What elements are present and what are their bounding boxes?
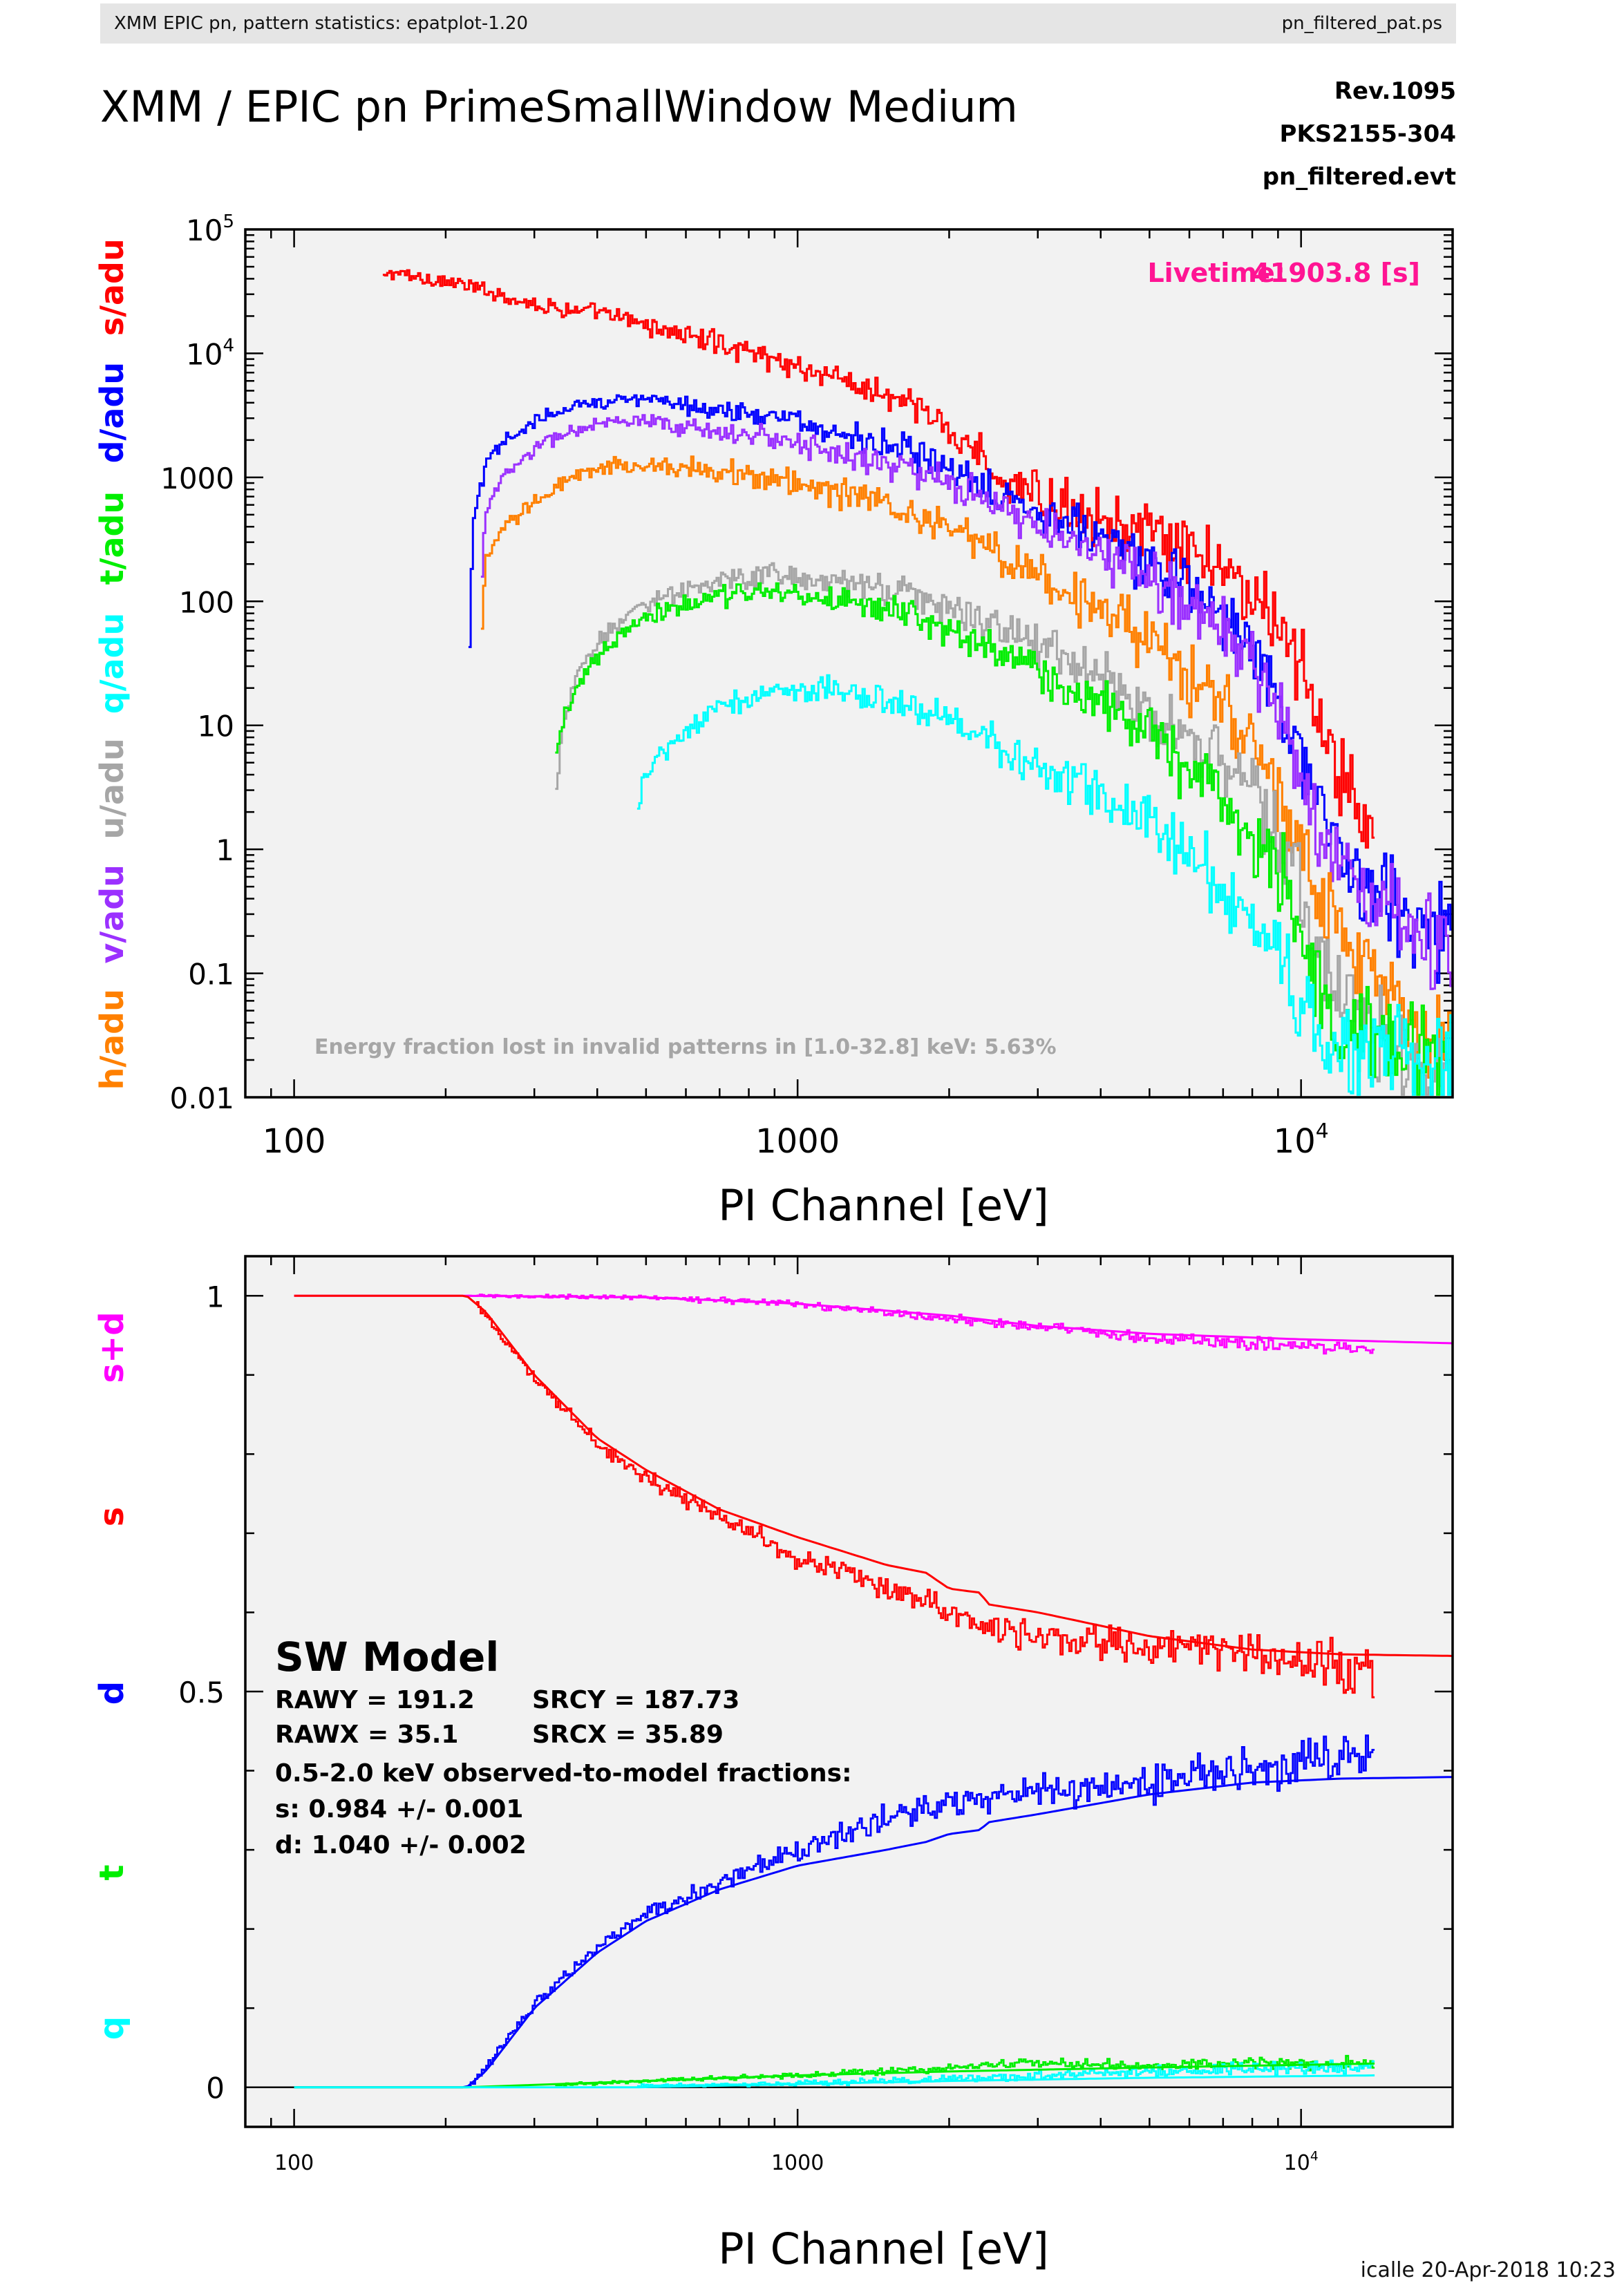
series-u-adu bbox=[555, 562, 1453, 1096]
bottom-y-label-d: d bbox=[93, 1681, 131, 1705]
top-x-tick-label: 104 bbox=[1274, 1119, 1329, 1161]
top-y-tick-label: 10 bbox=[198, 710, 234, 744]
page-title: XMM / EPIC pn PrimeSmallWindow Medium bbox=[100, 82, 1018, 132]
series-s-adu bbox=[382, 269, 1375, 849]
top-y-label-s: s/adu bbox=[93, 238, 131, 336]
meta-object: PKS2155-304 bbox=[1279, 120, 1456, 148]
bottom-x-tick-label: 1000 bbox=[771, 2151, 824, 2175]
meta-rev: Rev.1095 bbox=[1334, 77, 1456, 105]
energy-fraction-note: Energy fraction lost in invalid patterns… bbox=[314, 1035, 1057, 1059]
top-y-tick-label: 104 bbox=[186, 336, 234, 372]
footer-stamp: icalle 20-Apr-2018 10:23 bbox=[1360, 2258, 1616, 2282]
top-x-tick-label: 1000 bbox=[755, 1122, 840, 1161]
top-x-tick-label: 100 bbox=[263, 1122, 326, 1161]
model-d-fraction: d: 1.040 +/- 0.002 bbox=[275, 1831, 527, 1859]
model-rawx: RAWX = 35.1 bbox=[275, 1721, 458, 1749]
bottom-y-label-q: q bbox=[93, 2016, 131, 2040]
model-s-fraction: s: 0.984 +/- 0.001 bbox=[275, 1795, 523, 1824]
top-y-tick-label-exponent: 5 bbox=[223, 211, 234, 232]
livetime-label: Livetime: bbox=[1147, 258, 1285, 288]
top-y-label-v: v/adu bbox=[93, 864, 131, 964]
top-x-axis-title: PI Channel [eV] bbox=[718, 1180, 1049, 1231]
bottom-y-label-t: t bbox=[93, 1865, 131, 1881]
model-rawy: RAWY = 191.2 bbox=[275, 1686, 475, 1714]
series-h-adu bbox=[480, 455, 1453, 1079]
bottom-x-tick-label: 100 bbox=[274, 2151, 314, 2175]
header-left-text: XMM EPIC pn, pattern statistics: epatplo… bbox=[114, 13, 529, 34]
observed-fraction-s bbox=[476, 1301, 1375, 1698]
header-bar: XMM EPIC pn, pattern statistics: epatplo… bbox=[100, 3, 1456, 44]
model-fractions-title: 0.5-2.0 keV observed-to-model fractions: bbox=[275, 1759, 851, 1788]
top-y-tick-label: 1 bbox=[216, 833, 234, 867]
observed-fraction-t bbox=[555, 2054, 1375, 2087]
bottom-y-tick-label: 0 bbox=[206, 2072, 225, 2105]
top-y-tick-label: 0.01 bbox=[169, 1081, 234, 1115]
series-v-adu bbox=[480, 414, 1453, 990]
top-y-tick-label: 105 bbox=[186, 211, 234, 247]
model-fraction-s bbox=[294, 1294, 1453, 1657]
model-srcy: SRCY = 187.73 bbox=[532, 1686, 739, 1714]
observed-fraction-d bbox=[468, 1734, 1375, 2088]
top-plot-frame bbox=[244, 228, 1454, 1099]
top-y-label-d: d/adu bbox=[93, 362, 131, 463]
top-y-label-t: t/adu bbox=[93, 491, 131, 585]
meta-file: pn_filtered.evt bbox=[1262, 163, 1456, 191]
top-y-label-h: h/adu bbox=[93, 989, 131, 1090]
livetime-value: 41903.8 [s] bbox=[1252, 258, 1420, 288]
bottom-y-label-s: s bbox=[93, 1507, 131, 1527]
series-t-adu bbox=[555, 582, 1453, 1096]
top-y-tick-label: 100 bbox=[179, 585, 234, 619]
bottom-x-axis-title: PI Channel [eV] bbox=[718, 2224, 1049, 2274]
top-x-tick-label-exponent: 4 bbox=[1316, 1119, 1329, 1143]
bottom-y-tick-label: 1 bbox=[206, 1280, 225, 1314]
bottom-y-tick-label: 0.5 bbox=[178, 1676, 225, 1709]
bottom-plot-frame bbox=[244, 1255, 1454, 2128]
bottom-y-label-sd: s+d bbox=[93, 1311, 131, 1383]
model-srcx: SRCX = 35.89 bbox=[532, 1721, 724, 1749]
model-fraction-sd bbox=[294, 1294, 1453, 1345]
model-fraction-d bbox=[294, 1776, 1453, 2089]
top-y-tick-label: 1000 bbox=[160, 462, 234, 495]
model-fraction-q bbox=[294, 2074, 1375, 2089]
top-y-label-u: u/adu bbox=[93, 738, 131, 839]
top-y-label-q: q/adu bbox=[93, 613, 131, 714]
bottom-x-tick-label: 104 bbox=[1284, 2150, 1319, 2176]
top-y-tick-label-exponent: 4 bbox=[223, 336, 234, 357]
bottom-x-tick-label-exponent: 4 bbox=[1310, 2150, 1319, 2164]
top-y-tick-label: 0.1 bbox=[188, 958, 234, 992]
bottom-plot-area bbox=[245, 1256, 1453, 2127]
bottom-series-group bbox=[294, 1294, 1453, 2089]
header-right-text: pn_filtered_pat.ps bbox=[1281, 13, 1442, 34]
model-box-title: SW Model bbox=[275, 1633, 499, 1680]
series-q-adu bbox=[636, 674, 1453, 1096]
top-series-group bbox=[382, 269, 1453, 1096]
